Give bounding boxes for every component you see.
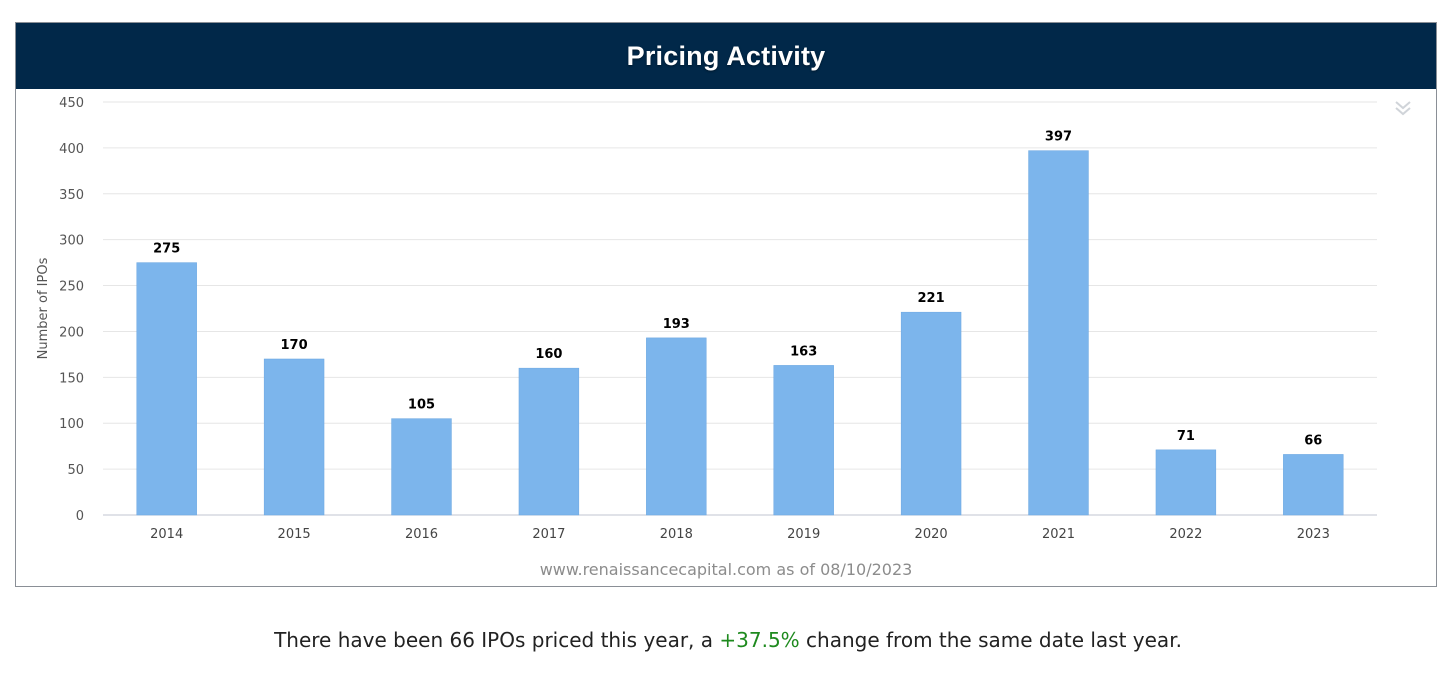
data-label: 163 <box>790 344 817 359</box>
data-label: 221 <box>918 291 945 306</box>
x-tick-label: 2018 <box>660 527 693 542</box>
data-label: 170 <box>281 338 308 353</box>
bar-2016 <box>391 418 452 516</box>
source-note: www.renaissancecapital.com as of 08/10/2… <box>539 560 913 579</box>
data-label: 275 <box>153 242 180 257</box>
x-tick-label: 2019 <box>787 527 820 542</box>
bar-2018 <box>646 337 707 516</box>
y-tick-label: 50 <box>67 463 84 478</box>
data-label: 193 <box>663 317 690 332</box>
y-tick-label: 300 <box>59 234 84 249</box>
x-tick-label: 2015 <box>278 527 311 542</box>
bar-2022 <box>1155 449 1217 516</box>
y-tick-label: 200 <box>59 325 84 340</box>
x-tick-label: 2017 <box>532 527 565 542</box>
summary-text: There have been 66 IPOs priced this year… <box>0 628 1456 652</box>
y-tick-label: 0 <box>76 509 84 524</box>
y-tick-label: 150 <box>59 371 84 386</box>
x-tick-label: 2014 <box>150 527 183 542</box>
data-label: 160 <box>535 347 562 362</box>
bar-2015 <box>263 358 325 516</box>
chart-container: Pricing Activity 0 50 100 150 200 250 300 350 40… <box>15 22 1437 587</box>
y-tick-label: 400 <box>59 142 84 157</box>
data-label: 71 <box>1177 429 1195 444</box>
chart-header: Pricing Activity <box>16 23 1436 89</box>
x-tick-label: 2016 <box>405 527 438 542</box>
x-tick-label: 2020 <box>915 527 948 542</box>
y-tick-label: 250 <box>59 280 84 295</box>
summary-prefix: There have been 66 IPOs priced this year… <box>274 628 720 652</box>
bar-2021 <box>1028 150 1089 516</box>
data-label: 397 <box>1045 130 1072 145</box>
bar-2023 <box>1283 454 1344 516</box>
y-axis-title: Number of IPOs <box>36 257 51 359</box>
chart-title: Pricing Activity <box>626 40 826 71</box>
x-tick-label: 2022 <box>1169 527 1202 542</box>
bar-2020 <box>900 311 962 516</box>
x-tick-label: 2021 <box>1042 527 1075 542</box>
data-label: 66 <box>1304 433 1322 448</box>
summary-suffix: change from the same date last year. <box>799 628 1182 652</box>
x-tick-label: 2023 <box>1297 527 1330 542</box>
y-tick-label: 350 <box>59 188 84 203</box>
bar-chart: 0 50 100 150 200 250 300 350 400 450 Number of IPO… <box>36 96 1377 542</box>
data-label: 105 <box>408 398 435 413</box>
bar-2017 <box>518 367 580 516</box>
double-chevron-down-icon[interactable] <box>1390 95 1416 121</box>
bar-2019 <box>773 365 834 516</box>
change-percent: +37.5% <box>719 628 800 652</box>
y-tick-label: 100 <box>59 417 84 432</box>
y-tick-label: 450 <box>59 96 84 111</box>
bar-2014 <box>136 262 197 516</box>
